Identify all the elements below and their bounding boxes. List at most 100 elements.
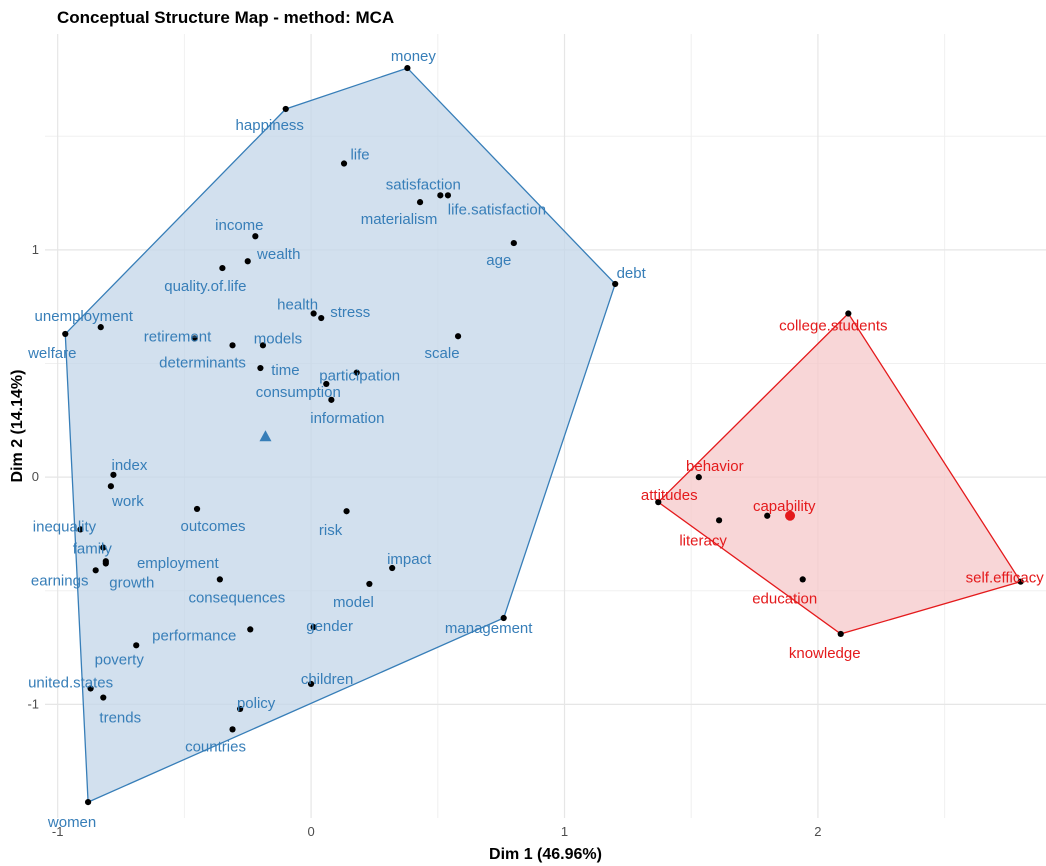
x-axis-title: Dim 1 (46.96%) <box>489 846 602 863</box>
data-point <box>353 369 360 376</box>
point-label: time <box>271 362 299 379</box>
data-point <box>695 474 702 481</box>
point-label: poverty <box>95 651 145 668</box>
point-label: work <box>111 493 144 510</box>
point-label: wealth <box>256 246 300 263</box>
point-label: models <box>254 330 302 347</box>
point-label: welfare <box>27 345 76 362</box>
point-label: capability <box>753 498 816 515</box>
data-point <box>454 333 462 340</box>
point-label: index <box>111 457 147 474</box>
data-point <box>416 199 424 206</box>
point-label: attitudes <box>641 487 698 504</box>
point-label: performance <box>152 627 236 644</box>
data-point <box>323 380 330 388</box>
data-point <box>102 560 109 567</box>
point-label: model <box>333 594 374 611</box>
point-label: management <box>445 620 533 637</box>
cluster-2-centroid <box>785 510 796 521</box>
data-point <box>110 471 117 478</box>
point-label: impact <box>387 551 432 568</box>
point-label: life.satisfaction <box>448 201 546 218</box>
point-label: women <box>47 814 96 831</box>
data-point <box>845 310 852 317</box>
data-point <box>252 233 259 240</box>
data-points <box>62 64 1024 806</box>
data-point <box>389 564 396 572</box>
x-tick-label: 1 <box>561 824 568 839</box>
point-label: retirement <box>144 329 212 346</box>
data-point <box>259 342 267 349</box>
data-point <box>343 508 350 515</box>
data-point <box>62 330 69 338</box>
point-label: participation <box>319 368 400 385</box>
data-point <box>237 705 244 713</box>
point-label: behavior <box>686 458 744 475</box>
data-point <box>764 512 771 519</box>
data-point <box>500 614 507 622</box>
data-point <box>404 64 411 72</box>
data-point <box>107 483 114 490</box>
data-point <box>437 192 444 199</box>
y-tick-label: 1 <box>32 242 39 257</box>
point-label: information <box>310 410 384 427</box>
y-tick-label: 0 <box>32 469 39 484</box>
point-label: education <box>752 590 817 607</box>
data-point <box>655 499 662 506</box>
point-label: health <box>277 297 318 314</box>
data-point <box>97 324 104 331</box>
point-label: knowledge <box>789 645 861 662</box>
point-label: consequences <box>188 589 285 606</box>
data-point <box>318 314 325 322</box>
data-point <box>1017 578 1024 585</box>
data-point <box>191 335 198 342</box>
point-label: children <box>301 671 354 688</box>
point-label: materialism <box>361 211 438 228</box>
point-label: life <box>350 147 369 164</box>
point-label: scale <box>425 345 460 362</box>
data-point <box>229 342 236 349</box>
data-point <box>307 680 315 688</box>
data-point <box>282 105 289 113</box>
data-point <box>133 642 140 649</box>
data-point <box>100 694 107 701</box>
cluster-hulls <box>64 67 1022 804</box>
chart-title: Conceptual Structure Map - method: MCA <box>57 8 395 27</box>
data-point <box>229 726 236 733</box>
point-label: stress <box>330 304 370 321</box>
point-label: quality.of.life <box>164 278 246 295</box>
data-point <box>612 280 619 288</box>
point-label: policy <box>237 695 276 712</box>
point-label: literacy <box>679 532 727 549</box>
data-point <box>100 544 107 551</box>
data-point <box>87 685 94 692</box>
data-point <box>715 517 723 524</box>
data-point <box>310 624 317 631</box>
x-tick-label: -1 <box>52 824 64 839</box>
data-point <box>257 364 264 372</box>
data-point <box>510 239 517 247</box>
point-label: satisfaction <box>386 176 461 193</box>
point-label: debt <box>617 265 647 282</box>
point-label: college.students <box>779 318 887 335</box>
data-point <box>444 192 452 199</box>
point-label: unemployment <box>35 308 134 325</box>
data-point <box>340 160 348 167</box>
point-labels: money happiness life satisfaction life.satis… <box>27 48 1044 831</box>
y-tick-label: -1 <box>27 696 39 711</box>
data-point <box>244 258 251 265</box>
data-point <box>799 576 806 583</box>
point-label: income <box>215 217 263 234</box>
data-point <box>216 576 223 583</box>
point-label: earnings <box>31 572 89 589</box>
point-label: happiness <box>236 117 304 134</box>
x-tick-label: 2 <box>814 824 821 839</box>
point-label: determinants <box>159 354 246 371</box>
point-label: growth <box>109 574 154 591</box>
point-label: consumption <box>256 384 341 401</box>
point-label: family <box>73 541 113 558</box>
cluster-1-centroid <box>259 430 272 442</box>
point-label: outcomes <box>181 518 246 535</box>
point-label: age <box>486 252 511 269</box>
